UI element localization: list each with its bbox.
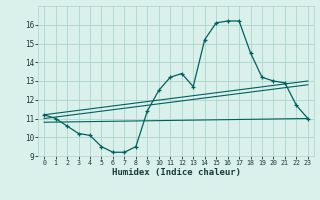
X-axis label: Humidex (Indice chaleur): Humidex (Indice chaleur) [111,168,241,177]
